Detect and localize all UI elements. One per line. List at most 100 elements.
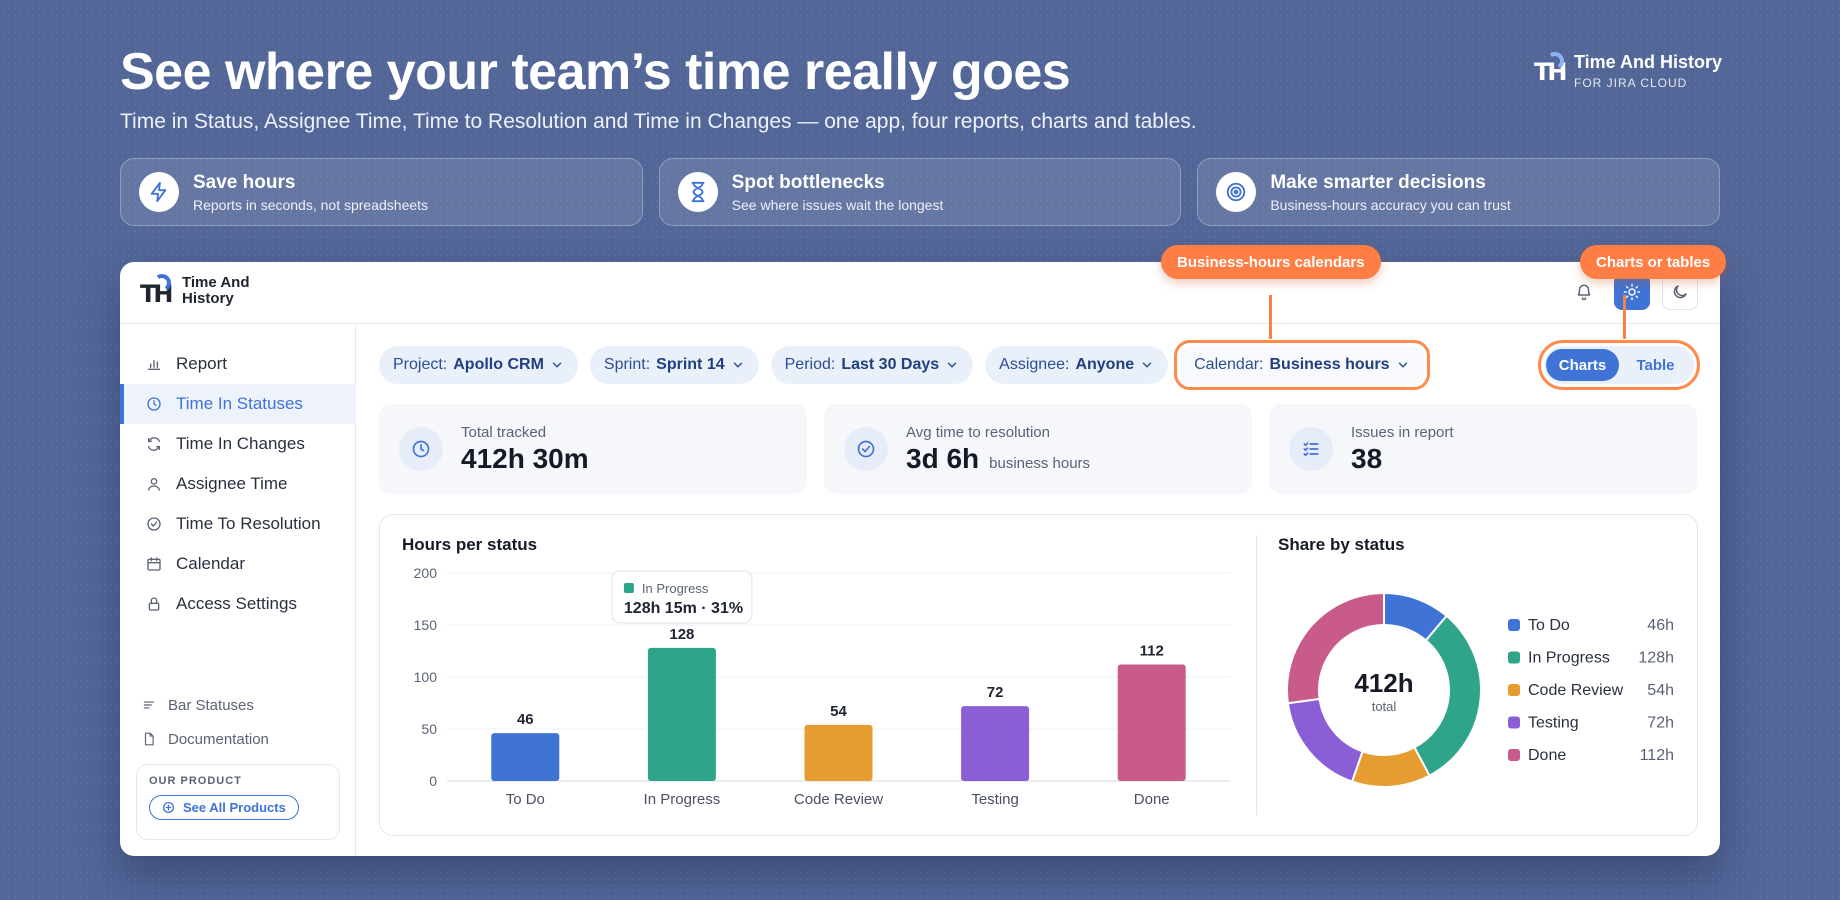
- sidebar-item-assignee-time[interactable]: Assignee Time: [120, 464, 356, 504]
- stat-card-total-tracked: Total tracked 412h 30m: [379, 404, 807, 494]
- sidebar-item-access-settings[interactable]: Access Settings: [120, 584, 356, 624]
- sidebar-link-label: Documentation: [168, 730, 269, 748]
- chevron-down-icon: [1398, 362, 1407, 368]
- top-bar: TH Time And History: [120, 262, 1720, 324]
- app-window: TH Time And History Report Time In Statu…: [120, 262, 1720, 856]
- check-circle-icon: [844, 427, 888, 471]
- notifications-button[interactable]: [1566, 274, 1602, 310]
- callout-business-hours: Business-hours calendars: [1161, 245, 1381, 279]
- sidebar-item-label: Time To Resolution: [176, 514, 321, 533]
- filter-value: Business hours: [1269, 356, 1390, 373]
- hero-title: See where your team’s time really goes: [120, 43, 1071, 101]
- stat-label: Issues in report: [1351, 423, 1454, 441]
- bell-icon: [1577, 284, 1591, 301]
- feature-title: Make smarter decisions: [1270, 171, 1486, 193]
- sidebar-item-time-to-resolution[interactable]: Time To Resolution: [120, 504, 356, 544]
- see-all-products-label: See All Products: [183, 800, 286, 815]
- see-all-products-button[interactable]: See All Products: [149, 795, 299, 820]
- sidebar: Report Time In Statuses Time In Changes …: [120, 324, 356, 856]
- feature-subtitle: Reports in seconds, not spreadsheets: [193, 196, 429, 213]
- check-circle-icon: [147, 517, 161, 531]
- charts-panel: Hours per status Share by status: [379, 514, 1698, 836]
- callout-line-view: [1623, 295, 1626, 339]
- callout-charts-or-tables: Charts or tables: [1580, 245, 1727, 279]
- stat-value: 38: [1351, 442, 1383, 474]
- calendar-icon: [147, 557, 161, 571]
- sidebar-item-label: Time In Changes: [176, 434, 305, 453]
- filter-project[interactable]: Project: Apollo CRM: [379, 346, 578, 384]
- light-theme-button[interactable]: [1614, 274, 1650, 310]
- sidebar-item-time-in-statuses[interactable]: Time In Statuses: [120, 384, 356, 424]
- chevron-down-icon: [1142, 362, 1152, 368]
- dark-theme-button[interactable]: [1662, 274, 1698, 310]
- filter-key: Calendar:: [1194, 356, 1264, 373]
- filter-key: Project:: [393, 356, 448, 373]
- plus-circle-icon: [162, 801, 175, 814]
- filter-value: Sprint 14: [656, 356, 725, 373]
- lightning-icon: [139, 172, 179, 212]
- filter-key: Assignee:: [999, 356, 1070, 373]
- stat-card-avg-resolution: Avg time to resolution 3d 6h business hou…: [824, 404, 1252, 494]
- brand-name: Time And History: [1574, 52, 1723, 72]
- filter-value: Anyone: [1075, 356, 1135, 373]
- stat-label: Avg time to resolution: [906, 423, 1050, 441]
- sidebar-item-label: Report: [176, 354, 228, 373]
- our-product-label: OUR PRODUCT: [149, 775, 242, 787]
- stat-value: 412h 30m: [461, 442, 589, 474]
- donut-chart-title: Share by status: [1278, 535, 1405, 554]
- feature-title: Save hours: [193, 171, 296, 193]
- hero-subtitle: Time in Status, Assignee Time, Time to R…: [120, 110, 1197, 133]
- sidebar-item-label: Assignee Time: [176, 474, 288, 493]
- sidebar-link-label: Bar Statuses: [168, 696, 254, 714]
- charts-toggle-button[interactable]: Charts: [1546, 349, 1619, 381]
- bar-chart-title: Hours per status: [402, 535, 538, 554]
- feature-cards: Save hours Reports in seconds, not sprea…: [120, 158, 1721, 226]
- callout-line-calendar: [1269, 295, 1272, 339]
- bar-chart-icon: [148, 360, 160, 370]
- stat-value: 3d 6h: [906, 442, 980, 474]
- filter-bar: Project: Apollo CRM Sprint: Sprint 14 Peri…: [379, 340, 1430, 390]
- feature-card-spot-bottlenecks: Spot bottlenecks See where issues wait t…: [658, 158, 1182, 226]
- stat-card-issues: Issues in report 38: [1269, 404, 1697, 494]
- clock-icon: [399, 427, 443, 471]
- sidebar-link-bar-statuses[interactable]: Bar Statuses: [120, 690, 356, 720]
- stat-label: Total tracked: [461, 423, 547, 441]
- brand-subtitle: FOR JIRA CLOUD: [1574, 76, 1688, 90]
- filter-period[interactable]: Period: Last 30 Days: [770, 346, 974, 384]
- sidebar-item-report[interactable]: Report: [120, 344, 356, 384]
- our-product-card: OUR PRODUCT See All Products: [136, 764, 340, 840]
- target-icon: [1216, 172, 1257, 212]
- app-logo[interactable]: TH Time And History: [140, 272, 262, 308]
- feature-card-smarter-decisions: Make smarter decisions Business-hours ac…: [1197, 158, 1721, 226]
- filter-key: Sprint:: [603, 356, 651, 373]
- feature-subtitle: See where issues wait the longest: [731, 196, 944, 213]
- checklist-icon: [1289, 427, 1333, 471]
- sidebar-item-time-in-changes[interactable]: Time In Changes: [120, 424, 356, 464]
- filter-assignee[interactable]: Assignee: Anyone: [985, 346, 1169, 384]
- refresh-icon: [148, 437, 160, 451]
- moon-icon: [1673, 285, 1687, 299]
- sidebar-link-documentation[interactable]: Documentation: [120, 724, 356, 754]
- hourglass-icon: [677, 172, 718, 212]
- table-toggle-button[interactable]: Table: [1636, 356, 1675, 374]
- view-toggle: Charts Table: [1538, 340, 1700, 390]
- document-icon: [144, 732, 154, 746]
- filter-calendar[interactable]: Calendar: Business hours: [1174, 340, 1430, 390]
- sidebar-item-calendar[interactable]: Calendar: [120, 544, 356, 584]
- lines-icon: [143, 701, 155, 709]
- clock-icon: [147, 397, 161, 411]
- stat-unit: business hours: [989, 454, 1091, 472]
- user-icon: [148, 478, 160, 491]
- panel-divider: [1256, 535, 1257, 815]
- app-logo-icon: TH: [140, 272, 174, 308]
- filter-sprint[interactable]: Sprint: Sprint 14: [589, 346, 759, 384]
- sidebar-item-label: Access Settings: [176, 594, 297, 613]
- chevron-down-icon: [947, 362, 957, 368]
- feature-title: Spot bottlenecks: [731, 171, 885, 193]
- feature-subtitle: Business-hours accuracy you can trust: [1270, 196, 1511, 213]
- filter-value: Apollo CRM: [453, 356, 544, 373]
- sun-icon: [1623, 283, 1641, 301]
- sidebar-item-label: Time In Statuses: [176, 394, 303, 413]
- filter-value: Last 30 Days: [841, 356, 940, 373]
- app-name: Time And History: [182, 274, 250, 307]
